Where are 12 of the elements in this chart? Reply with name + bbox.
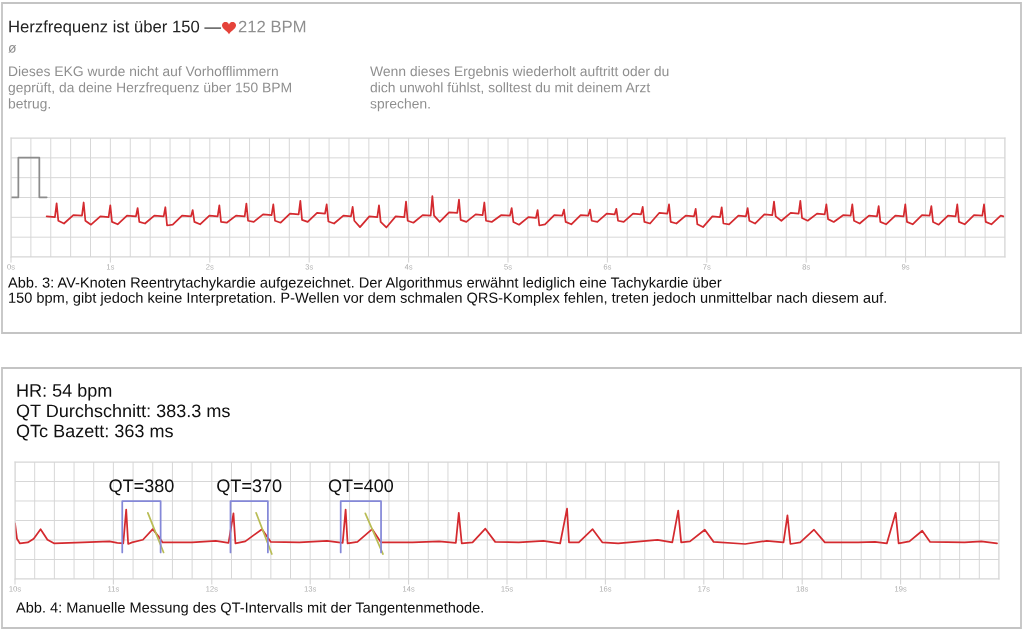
chart-subtitle: QT Durchschnitt: 383.3 ms QTc Bazett: 363 ms	[16, 404, 230, 441]
caption: Abb. 3: AV-Knoten Reentrytachykardie aufgezeichnet. Der Algorithmus erwähnt lediglich eine Tachykardie über 150 bpm, gibt jedoch keine Interpretation. P-Wellen vor dem schmalen QRS-Komplex fehlen, treten jedoch unmittelbar nach diesem auf.	[8, 277, 886, 306]
series-label: QT=380	[109, 479, 174, 496]
text: ø	[8, 45, 17, 53]
text: Wenn dieses Ergebnis wiederholt auftritt oder du dich unwohl fühlst, solltest du mit deinem Arzt sprechen.	[370, 66, 669, 112]
chart-title: Herzfrequenz ist über 150 —	[9, 20, 222, 36]
text: Dieses EKG wurde nicht auf Vorhofflimmern geprüft, da deine Herzfrequenz über 150 BPM betrug.	[8, 66, 291, 112]
series-label: QT=400	[328, 479, 394, 496]
chart-subtitle: 212 BPM	[238, 20, 306, 33]
chart-title: HR: 54 bpm	[17, 383, 112, 401]
caption: Abb. 4: Manuelle Messung des QT-Intervalls mit der Tangentenmethode.	[16, 602, 483, 616]
series-label: QT=370	[217, 479, 282, 496]
